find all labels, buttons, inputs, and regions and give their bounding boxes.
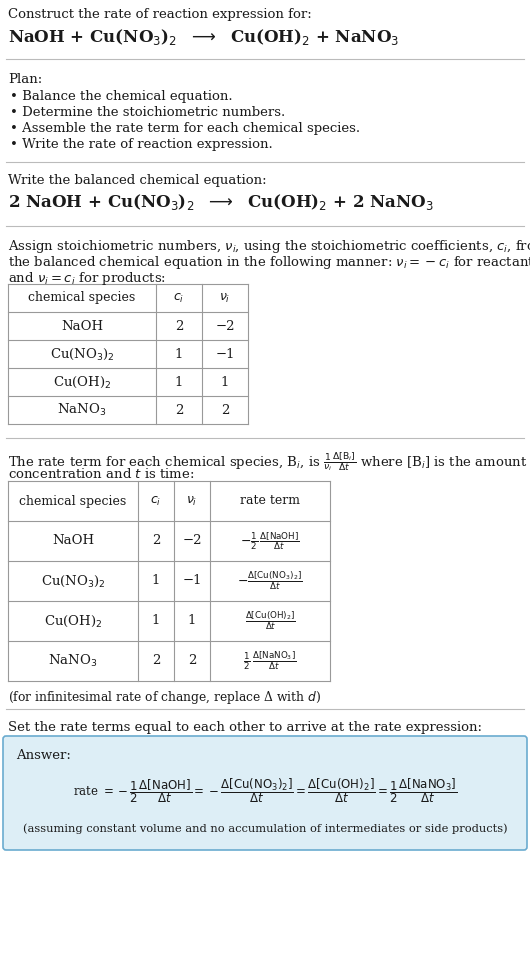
Text: −2: −2 xyxy=(215,319,235,333)
Text: $\frac{1}{2}\,\frac{\Delta[\mathrm{NaNO_3}]}{\Delta t}$: $\frac{1}{2}\,\frac{\Delta[\mathrm{NaNO_… xyxy=(243,650,297,672)
Text: $-\frac{1}{2}\,\frac{\Delta[\mathrm{NaOH}]}{\Delta t}$: $-\frac{1}{2}\,\frac{\Delta[\mathrm{NaOH… xyxy=(240,530,300,552)
FancyBboxPatch shape xyxy=(3,736,527,850)
Text: $c_i$: $c_i$ xyxy=(173,292,184,305)
Text: $c_i$: $c_i$ xyxy=(151,495,162,508)
Text: −2: −2 xyxy=(182,535,202,548)
Text: • Balance the chemical equation.: • Balance the chemical equation. xyxy=(10,90,233,103)
Text: 1: 1 xyxy=(175,376,183,388)
Text: Plan:: Plan: xyxy=(8,73,42,86)
Text: Write the balanced chemical equation:: Write the balanced chemical equation: xyxy=(8,174,267,187)
Text: concentration and $t$ is time:: concentration and $t$ is time: xyxy=(8,467,195,481)
Text: (assuming constant volume and no accumulation of intermediates or side products): (assuming constant volume and no accumul… xyxy=(23,824,507,834)
Text: NaNO$_3$: NaNO$_3$ xyxy=(57,402,107,418)
Text: 2: 2 xyxy=(175,319,183,333)
Text: $-\frac{\Delta[\mathrm{Cu(NO_3)_2}]}{\Delta t}$: $-\frac{\Delta[\mathrm{Cu(NO_3)_2}]}{\De… xyxy=(237,570,303,592)
Text: 2: 2 xyxy=(221,403,229,417)
Text: • Determine the stoichiometric numbers.: • Determine the stoichiometric numbers. xyxy=(10,106,285,119)
Text: chemical species: chemical species xyxy=(20,495,127,508)
Text: and $\nu_i = c_i$ for products:: and $\nu_i = c_i$ for products: xyxy=(8,270,166,287)
Text: 1: 1 xyxy=(152,615,160,628)
Text: rate term: rate term xyxy=(240,495,300,508)
Text: 2: 2 xyxy=(188,655,196,668)
Text: 2 NaOH + Cu(NO$_3$)$_2$  $\longrightarrow$  Cu(OH)$_2$ + 2 NaNO$_3$: 2 NaOH + Cu(NO$_3$)$_2$ $\longrightarrow… xyxy=(8,192,434,212)
Text: Construct the rate of reaction expression for:: Construct the rate of reaction expressio… xyxy=(8,8,312,21)
Text: • Write the rate of reaction expression.: • Write the rate of reaction expression. xyxy=(10,138,273,151)
Text: Cu(NO$_3$)$_2$: Cu(NO$_3$)$_2$ xyxy=(41,573,105,589)
Text: chemical species: chemical species xyxy=(29,292,136,305)
Text: Answer:: Answer: xyxy=(16,749,71,762)
Text: −1: −1 xyxy=(182,575,202,588)
Text: Set the rate terms equal to each other to arrive at the rate expression:: Set the rate terms equal to each other t… xyxy=(8,721,482,734)
Text: Cu(NO$_3$)$_2$: Cu(NO$_3$)$_2$ xyxy=(50,346,114,361)
Text: 2: 2 xyxy=(175,403,183,417)
Text: $\nu_i$: $\nu_i$ xyxy=(219,292,231,305)
Text: 1: 1 xyxy=(221,376,229,388)
Text: NaNO$_3$: NaNO$_3$ xyxy=(48,653,98,670)
Text: 2: 2 xyxy=(152,535,160,548)
Text: NaOH: NaOH xyxy=(61,319,103,333)
Text: 1: 1 xyxy=(152,575,160,588)
Text: rate $= -\dfrac{1}{2}\dfrac{\Delta[\mathrm{NaOH}]}{\Delta t} = -\dfrac{\Delta[\m: rate $= -\dfrac{1}{2}\dfrac{\Delta[\math… xyxy=(73,777,457,805)
Text: Cu(OH)$_2$: Cu(OH)$_2$ xyxy=(53,375,111,389)
Text: (for infinitesimal rate of change, replace Δ with $d$): (for infinitesimal rate of change, repla… xyxy=(8,689,321,706)
Text: Assign stoichiometric numbers, $\nu_i$, using the stoichiometric coefficients, $: Assign stoichiometric numbers, $\nu_i$, … xyxy=(8,238,530,255)
Text: 2: 2 xyxy=(152,655,160,668)
Text: • Assemble the rate term for each chemical species.: • Assemble the rate term for each chemic… xyxy=(10,122,360,135)
Text: $\frac{\Delta[\mathrm{Cu(OH)_2}]}{\Delta t}$: $\frac{\Delta[\mathrm{Cu(OH)_2}]}{\Delta… xyxy=(244,610,296,632)
Text: The rate term for each chemical species, B$_i$, is $\frac{1}{\nu_i}\frac{\Delta[: The rate term for each chemical species,… xyxy=(8,450,527,473)
Text: NaOH + Cu(NO$_3$)$_2$  $\longrightarrow$  Cu(OH)$_2$ + NaNO$_3$: NaOH + Cu(NO$_3$)$_2$ $\longrightarrow$ … xyxy=(8,27,399,47)
Text: $\nu_i$: $\nu_i$ xyxy=(187,495,198,508)
Text: the balanced chemical equation in the following manner: $\nu_i = -c_i$ for react: the balanced chemical equation in the fo… xyxy=(8,254,530,271)
Text: 1: 1 xyxy=(188,615,196,628)
Text: Cu(OH)$_2$: Cu(OH)$_2$ xyxy=(44,613,102,629)
Text: 1: 1 xyxy=(175,347,183,360)
Text: −1: −1 xyxy=(215,347,235,360)
Text: NaOH: NaOH xyxy=(52,535,94,548)
